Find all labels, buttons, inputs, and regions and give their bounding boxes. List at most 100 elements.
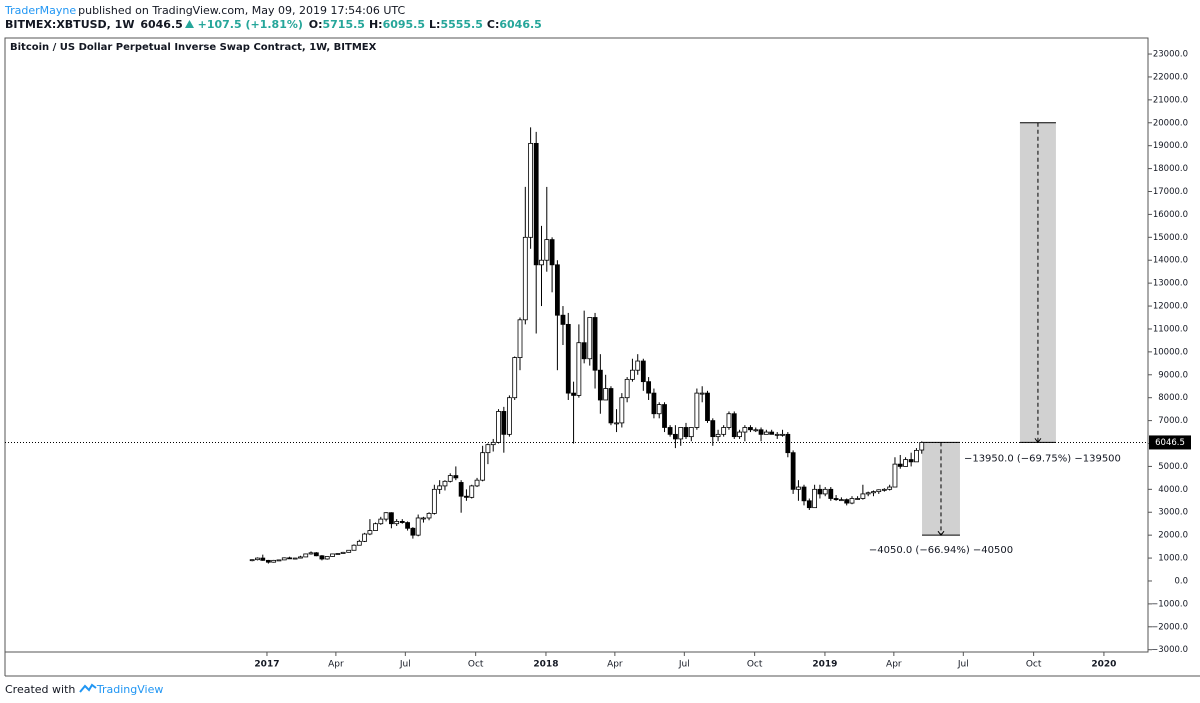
candle-body bbox=[410, 527, 416, 536]
candle-body bbox=[399, 521, 405, 523]
candle-body bbox=[597, 369, 603, 401]
candle-body bbox=[367, 530, 373, 535]
candle bbox=[340, 551, 346, 554]
candle-body bbox=[522, 236, 528, 321]
candle bbox=[892, 457, 898, 488]
candle-body bbox=[758, 429, 764, 435]
candle bbox=[335, 553, 341, 555]
candle-body bbox=[806, 500, 812, 509]
candle-body bbox=[292, 557, 298, 560]
candle-body bbox=[415, 517, 421, 536]
candle-body bbox=[528, 142, 534, 238]
candle bbox=[581, 310, 587, 364]
brand[interactable]: TradingView bbox=[96, 683, 164, 696]
candle-body bbox=[608, 388, 614, 424]
candle bbox=[249, 559, 255, 562]
candle bbox=[731, 411, 737, 439]
candle bbox=[683, 422, 689, 439]
candle-body bbox=[763, 431, 769, 435]
candle bbox=[522, 186, 528, 325]
candle-body bbox=[442, 480, 448, 487]
candle-body bbox=[614, 422, 619, 425]
candle bbox=[346, 549, 352, 553]
candle bbox=[571, 381, 576, 444]
candle-body bbox=[656, 404, 662, 415]
candle bbox=[748, 425, 753, 433]
candle bbox=[453, 466, 459, 481]
candle-body bbox=[903, 459, 908, 467]
candle bbox=[539, 225, 544, 307]
candle bbox=[822, 487, 828, 497]
candle-body bbox=[576, 342, 582, 396]
candle bbox=[812, 484, 818, 509]
candle-body bbox=[790, 452, 796, 490]
candle-body bbox=[667, 427, 673, 435]
candle-body bbox=[480, 452, 486, 481]
candle-body bbox=[281, 557, 287, 561]
candle-body bbox=[447, 475, 453, 482]
candle-body bbox=[694, 392, 700, 428]
candle-body bbox=[817, 488, 823, 495]
candle-body bbox=[865, 492, 871, 495]
candle-body bbox=[544, 239, 550, 261]
candle-body bbox=[737, 431, 742, 438]
candle bbox=[437, 480, 443, 494]
candle bbox=[897, 454, 903, 469]
candle-body bbox=[265, 559, 271, 563]
candle-body bbox=[592, 317, 598, 371]
candle bbox=[271, 559, 277, 563]
candle bbox=[507, 395, 512, 437]
candle-body bbox=[287, 557, 292, 560]
candle bbox=[887, 484, 893, 491]
candle bbox=[715, 429, 721, 442]
candle-body bbox=[838, 499, 844, 502]
candle-body bbox=[683, 427, 689, 438]
ohlc: O:5715.5 H:6095.5 L:5555.5 C:6046.5 bbox=[309, 18, 546, 31]
candle-body bbox=[340, 551, 346, 554]
y-tick-label: 20000.0 bbox=[1153, 118, 1188, 128]
candle-body bbox=[356, 540, 362, 546]
candle bbox=[512, 356, 518, 400]
symbol-line: BITMEX:XBTUSD, 1W 6046.5 +107.5 (+1.81%)… bbox=[5, 18, 548, 31]
candle-body bbox=[501, 411, 507, 435]
candle-body bbox=[533, 142, 539, 266]
candle bbox=[828, 487, 834, 501]
candle bbox=[276, 559, 282, 562]
last-price-tag bbox=[1149, 435, 1191, 450]
candle-body bbox=[421, 517, 426, 520]
candle-body bbox=[897, 463, 903, 467]
candle bbox=[619, 393, 625, 428]
measure-box bbox=[1019, 122, 1056, 443]
candle-body bbox=[255, 557, 260, 561]
y-tick-label: 2000.0 bbox=[1158, 531, 1188, 541]
candle-body bbox=[319, 555, 325, 560]
candle-body bbox=[512, 357, 518, 399]
candle bbox=[421, 516, 426, 523]
candle-body bbox=[490, 441, 496, 446]
candle bbox=[480, 445, 486, 482]
candle-body bbox=[844, 499, 850, 504]
candle-body bbox=[571, 392, 576, 396]
candle bbox=[801, 484, 807, 506]
chart-title: Bitcoin / US Dollar Perpetual Inverse Sw… bbox=[10, 42, 377, 53]
ohlc-label: C: bbox=[486, 18, 500, 31]
candle-body bbox=[673, 433, 678, 440]
candle bbox=[313, 552, 319, 557]
candle-body bbox=[619, 397, 625, 424]
author[interactable]: TraderMayne bbox=[5, 4, 77, 17]
candle bbox=[287, 556, 292, 560]
candle bbox=[651, 388, 657, 419]
candle-body bbox=[298, 556, 303, 559]
candle-body bbox=[383, 512, 389, 520]
candle-body bbox=[774, 433, 780, 436]
candle bbox=[469, 484, 475, 499]
ohlc-label: H: bbox=[368, 18, 383, 31]
candle bbox=[308, 551, 314, 555]
candle bbox=[383, 512, 389, 522]
y-tick-label: 12000.0 bbox=[1153, 302, 1188, 312]
candle-body bbox=[796, 486, 801, 490]
candle-body bbox=[469, 485, 475, 498]
measure-label: −4050.0 (−66.94%) −40500 bbox=[869, 545, 1013, 556]
candle bbox=[560, 306, 566, 345]
